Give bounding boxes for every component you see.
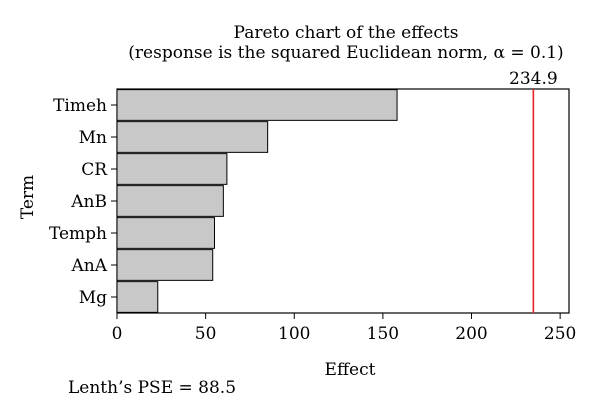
bar-mn: [116, 121, 269, 153]
chart-subtitle: (response is the squared Euclidean norm,…: [128, 43, 563, 63]
footnote-lenths-pse: Lenth’s PSE = 88.5: [68, 378, 236, 398]
bar-ana: [116, 249, 214, 281]
category-label-anb: AnB: [70, 192, 107, 212]
category-label-ana: AnA: [70, 256, 107, 276]
x-axis-label: Effect: [325, 360, 376, 380]
bar-timeh: [116, 89, 398, 121]
x-tick-label: 50: [195, 324, 217, 344]
category-label-mn: Mn: [79, 128, 107, 148]
reference-line-label: 234.9: [509, 69, 558, 89]
x-tick-label: 0: [112, 324, 123, 344]
category-label-mg: Mg: [79, 288, 107, 308]
bar-temph: [116, 217, 215, 249]
bar-cr: [116, 153, 228, 185]
y-axis-label: Term: [18, 175, 38, 219]
bar-mg: [116, 281, 159, 313]
x-tick-label: 250: [544, 324, 576, 344]
category-label-cr: CR: [81, 160, 108, 180]
category-label-temph: Temph: [49, 224, 107, 244]
x-tick-label: 100: [278, 324, 310, 344]
bar-anb: [116, 185, 224, 217]
plot-area: Timeh Mn CR AnB Temph AnA Mg0 50 100 150 200 250 234…: [49, 69, 576, 344]
category-label-timeh: Timeh: [53, 96, 107, 116]
x-tick-label: 200: [455, 324, 487, 344]
chart-title: Pareto chart of the effects: [234, 23, 459, 43]
x-tick-label: 150: [367, 324, 399, 344]
